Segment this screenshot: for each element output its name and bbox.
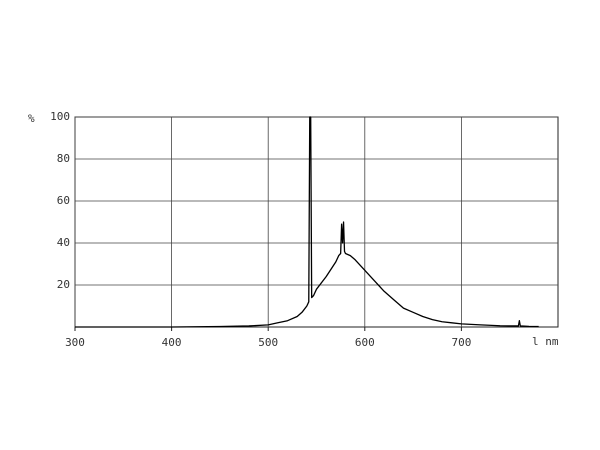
y-axis-label: % — [28, 112, 35, 125]
spectrum-line — [75, 116, 539, 328]
x-tick-label: 300 — [65, 336, 85, 349]
y-tick-label: 80 — [57, 152, 70, 165]
plot-frame — [74, 116, 559, 328]
x-tick-label: 500 — [258, 336, 278, 349]
x-tick-label: 600 — [355, 336, 375, 349]
y-tick-label: 100 — [50, 110, 70, 123]
x-axis-label: l nm — [532, 335, 559, 348]
y-tick-label: 60 — [57, 194, 70, 207]
y-tick-label: 40 — [57, 236, 70, 249]
x-tick-label: 400 — [162, 336, 182, 349]
y-tick-label: 20 — [57, 278, 70, 291]
x-tick-label: 700 — [451, 336, 471, 349]
